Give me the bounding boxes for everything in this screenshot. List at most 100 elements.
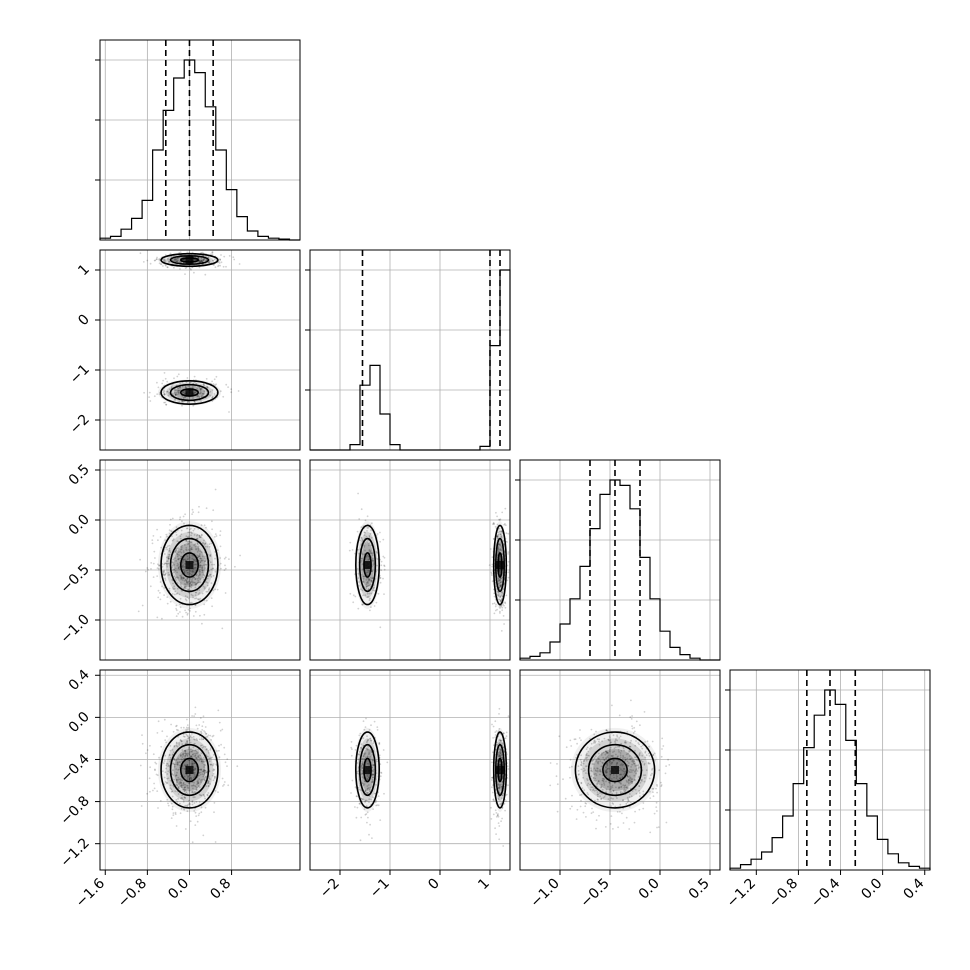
scatter-point: [191, 594, 194, 597]
scatter-point: [191, 580, 194, 583]
y-tick-label: 0.0: [66, 512, 93, 539]
scatter-point: [505, 800, 507, 802]
scatter-point: [159, 799, 162, 802]
scatter-point: [203, 603, 206, 606]
scatter-point: [150, 568, 152, 570]
scatter-point: [569, 758, 572, 761]
scatter-point: [157, 539, 159, 542]
scatter-point: [196, 577, 199, 580]
scatter-point: [194, 706, 197, 709]
scatter-point: [164, 263, 167, 266]
scatter-point: [504, 523, 506, 525]
y-tick-label: −0.5: [57, 562, 92, 597]
scatter-point: [493, 602, 496, 605]
scatter-point: [228, 558, 230, 560]
scatter-point: [179, 383, 182, 385]
scatter-point: [210, 253, 212, 256]
x-tick-label: 0.0: [858, 876, 885, 903]
scatter-point: [184, 396, 187, 398]
scatter-point: [174, 394, 177, 396]
scatter-point: [149, 400, 152, 402]
scatter-point: [211, 520, 213, 523]
scatter-point: [211, 389, 214, 391]
scatter-point: [218, 749, 220, 752]
scatter-point: [505, 731, 508, 734]
scatter-point: [184, 386, 187, 388]
scatter-point: [181, 615, 184, 618]
scatter-point: [203, 613, 206, 616]
scatter-point: [149, 262, 152, 265]
scatter-point: [380, 569, 383, 572]
scatter-point: [157, 589, 160, 592]
scatter-point: [184, 587, 187, 590]
scatter-point: [155, 762, 158, 765]
scatter-point: [177, 387, 179, 390]
scatter-point: [355, 795, 358, 798]
scatter-point: [187, 588, 190, 591]
scatter-point: [219, 534, 222, 537]
scatter-point: [351, 549, 354, 551]
scatter-point: [225, 383, 228, 386]
scatter-point: [494, 720, 497, 723]
scatter-point: [199, 259, 202, 262]
scatter-point: [622, 822, 625, 824]
scatter-point: [192, 397, 194, 399]
scatter-point: [621, 812, 623, 815]
scatter-point: [222, 395, 225, 398]
scatter-point: [376, 729, 379, 731]
scatter-point: [500, 630, 503, 632]
scatter-point: [187, 571, 190, 574]
scatter-point: [156, 575, 159, 577]
scatter-point: [490, 818, 493, 820]
scatter-point: [173, 258, 176, 261]
scatter-point: [168, 544, 171, 547]
scatter-point: [612, 828, 614, 830]
scatter-point: [668, 764, 671, 766]
scatter-point: [171, 392, 174, 395]
scatter-point: [211, 528, 214, 531]
scatter-point: [201, 725, 204, 728]
scatter-point: [201, 569, 204, 572]
scatter-point: [373, 605, 376, 607]
scatter-point: [629, 716, 632, 719]
scatter-point: [639, 724, 641, 727]
contour-line: [169, 255, 210, 266]
x-tick-label: 0.0: [165, 876, 192, 903]
scatter-point: [179, 268, 181, 270]
scatter-point: [175, 258, 178, 261]
scatter-point: [359, 839, 362, 842]
scatter-point: [209, 390, 212, 393]
scatter-point: [168, 532, 171, 535]
scatter-point: [141, 734, 143, 736]
scatter-point: [200, 811, 203, 814]
scatter-point: [160, 745, 163, 748]
scatter-point: [164, 573, 166, 576]
scatter-point: [507, 571, 510, 574]
scatter-point: [198, 266, 201, 269]
scatter-point: [202, 259, 205, 262]
scatter-point: [492, 522, 495, 525]
scatter-point: [382, 555, 385, 558]
scatter-point: [176, 259, 179, 262]
scatter-point: [371, 837, 373, 839]
scatter-point: [200, 533, 203, 536]
scatter-point: [219, 258, 221, 261]
scatter-point: [176, 260, 178, 262]
scatter-point: [661, 748, 663, 750]
scatter-point: [578, 737, 581, 739]
scatter-point: [163, 260, 166, 263]
scatter-point: [556, 810, 559, 813]
scatter-point: [196, 395, 199, 398]
scatter-point: [164, 562, 167, 565]
scatter-point: [660, 755, 663, 758]
scatter-point: [199, 578, 202, 580]
scatter-point: [194, 543, 197, 545]
scatter-point: [179, 516, 182, 519]
scatter-point: [201, 394, 203, 397]
scatter-point: [214, 384, 216, 386]
scatter-point: [174, 260, 177, 262]
scatter-point: [194, 713, 197, 715]
scatter-point: [152, 576, 155, 578]
scatter-point: [162, 379, 165, 382]
scatter-point: [228, 255, 231, 257]
